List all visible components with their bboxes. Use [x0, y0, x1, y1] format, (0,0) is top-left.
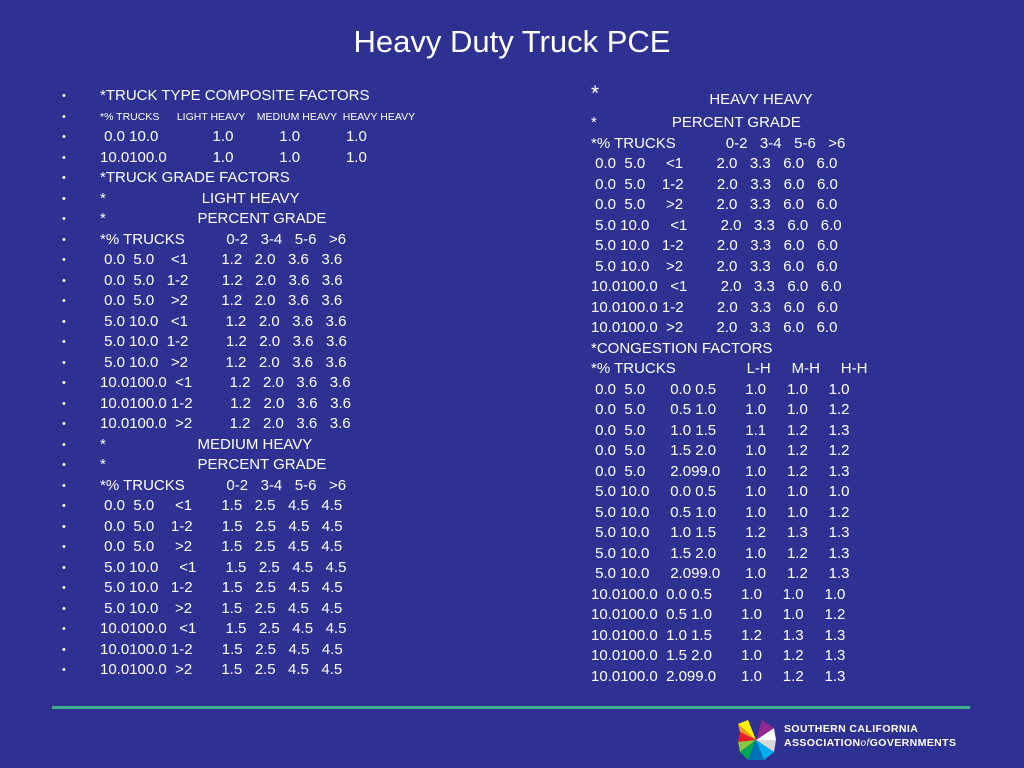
right-line: 5.0 10.0 0.5 1.0 1.0 1.0 1.2 — [591, 503, 850, 521]
right-line: 0.0 5.0 1-2 2.0 3.3 6.0 6.0 — [591, 175, 838, 193]
bullet-icon: • — [62, 151, 66, 164]
right-line: 0.0 5.0 1.0 1.5 1.1 1.2 1.3 — [591, 421, 850, 439]
left-line: 0.0 10.0 1.0 1.0 1.0 — [100, 128, 367, 145]
left-line: *TRUCK TYPE COMPOSITE FACTORS — [100, 87, 370, 104]
left-line: 10.0100.0 >2 1.2 2.0 3.6 3.6 — [100, 415, 351, 432]
left-line: 10.0100.0 <1 1.2 2.0 3.6 3.6 — [100, 374, 351, 391]
bullet-icon: • — [62, 192, 66, 205]
right-line: 5.0 10.0 >2 2.0 3.3 6.0 6.0 — [591, 257, 838, 275]
right-line: 10.0100.0 2.099.0 1.0 1.2 1.3 — [591, 667, 846, 685]
left-line: 10.0100.0 1-2 1.2 2.0 3.6 3.6 — [100, 394, 352, 412]
bullet-icon: • — [62, 90, 66, 102]
bullet-icon: • — [62, 397, 66, 410]
bullet-icon: • — [62, 213, 66, 225]
right-line: 5.0 10.0 1-2 2.0 3.3 6.0 6.0 — [591, 237, 838, 254]
right-line: 10.0100.0 1-2 2.0 3.3 6.0 6.0 — [591, 298, 838, 316]
left-line: 10.0100.0 1.0 1.0 1.0 — [100, 148, 367, 166]
left-line: 0.0 5.0 1-2 1.2 2.0 3.6 3.6 — [100, 271, 343, 289]
left-line: * LIGHT HEAVY — [100, 189, 300, 207]
right-line: 5.0 10.0 <1 2.0 3.3 6.0 6.0 — [591, 216, 842, 234]
left-line: 5.0 10.0 <1 1.2 2.0 3.6 3.6 — [100, 312, 347, 330]
bullet-icon: • — [62, 479, 66, 492]
right-line: * PERCENT GRADE — [591, 114, 801, 131]
bullet-icon: • — [62, 561, 66, 574]
bullet-icon: • — [62, 172, 66, 184]
slide-title: Heavy Duty Truck PCE — [353, 24, 671, 59]
right-line: 10.0100.0 >2 2.0 3.3 6.0 6.0 — [591, 319, 838, 336]
right-line: 0.0 5.0 1.5 2.0 1.0 1.2 1.2 — [591, 442, 850, 459]
left-line: 0.0 5.0 >2 1.2 2.0 3.6 3.6 — [100, 292, 343, 309]
right-line: 10.0100.0 <1 2.0 3.3 6.0 6.0 — [591, 278, 842, 295]
left-line: *TRUCK GRADE FACTORS — [100, 169, 290, 186]
left-line: 5.0 10.0 >2 1.2 2.0 3.6 3.6 — [100, 353, 347, 371]
left-line: *% TRUCKS 0-2 3-4 5-6 >6 — [100, 476, 347, 494]
bullet-icon: • — [62, 541, 66, 553]
right-line: *% TRUCKS L-H M-H H-H — [591, 360, 868, 377]
right-line: *% TRUCKS 0-2 3-4 5-6 >6 — [591, 134, 846, 152]
right-line: 10.0100.0 1.5 2.0 1.0 1.2 1.3 — [591, 647, 846, 664]
right-heading: HEAVY HEAVY — [709, 91, 813, 108]
left-line: 10.0100.0 <1 1.5 2.5 4.5 4.5 — [100, 620, 347, 637]
scag-logo: SOUTHERN CALIFORNIA ASSOCIATIONofGOVERNM… — [734, 718, 984, 762]
right-line: *CONGESTION FACTORS — [591, 339, 773, 357]
left-line: 0.0 5.0 <1 1.5 2.5 4.5 4.5 — [100, 497, 343, 514]
bullet-icon: • — [62, 459, 66, 471]
right-line: 5.0 10.0 1.0 1.5 1.2 1.3 1.3 — [591, 524, 850, 541]
bullet-icon: • — [62, 295, 66, 307]
bullet-icon: • — [62, 418, 66, 430]
right-line: 10.0100.0 1.0 1.5 1.2 1.3 1.3 — [591, 626, 846, 644]
scag-logo-icon — [738, 720, 776, 760]
left-line: * MEDIUM HEAVY — [100, 435, 313, 453]
left-line: * PERCENT GRADE — [100, 456, 327, 473]
bullet-icon: • — [62, 131, 66, 143]
left-line: 5.0 10.0 1-2 1.5 2.5 4.5 4.5 — [100, 579, 343, 596]
logo-word-association: ASSOCIATION — [784, 737, 861, 749]
bullet-icon: • — [62, 623, 66, 635]
right-line: 0.0 5.0 0.0 0.5 1.0 1.0 1.0 — [591, 380, 850, 398]
left-line: 0.0 5.0 <1 1.2 2.0 3.6 3.6 — [100, 251, 343, 268]
footer-divider — [52, 706, 970, 709]
left-line: 10.0100.0 1-2 1.5 2.5 4.5 4.5 — [100, 640, 343, 658]
bullet-icon: • — [62, 664, 66, 676]
bullet-icon: • — [62, 520, 66, 533]
left-line: *% TRUCKS LIGHT HEAVY MEDIUM HEAVY HEAVY… — [100, 110, 416, 123]
bullet-icon: • — [62, 643, 66, 656]
bullet-icon: • — [62, 500, 66, 512]
bullet-icon: • — [62, 377, 66, 389]
logo-word-of: of — [860, 738, 870, 749]
left-line: 0.0 5.0 1-2 1.5 2.5 4.5 4.5 — [100, 517, 343, 535]
bullet-icon: • — [62, 356, 66, 369]
left-line: 0.0 5.0 >2 1.5 2.5 4.5 4.5 — [100, 538, 343, 555]
bullet-icon: • — [62, 233, 66, 246]
logo-line-1: SOUTHERN CALIFORNIA — [784, 723, 919, 735]
right-line: 10.0100.0 0.0 0.5 1.0 1.0 1.0 — [591, 585, 846, 603]
left-line: *% TRUCKS 0-2 3-4 5-6 >6 — [100, 230, 347, 248]
logo-line-2: ASSOCIATIONofGOVERNMENTS — [784, 737, 956, 749]
left-line: 5.0 10.0 <1 1.5 2.5 4.5 4.5 — [100, 558, 347, 576]
left-line: 5.0 10.0 >2 1.5 2.5 4.5 4.5 — [100, 599, 343, 617]
bullet-icon: • — [62, 110, 66, 123]
right-line: 0.0 5.0 >2 2.0 3.3 6.0 6.0 — [591, 196, 838, 213]
left-line: 10.0100.0 >2 1.5 2.5 4.5 4.5 — [100, 661, 343, 678]
logo-word-governments: GOVERNMENTS — [869, 737, 957, 749]
bullet-icon: • — [62, 254, 66, 266]
right-line: 5.0 10.0 1.5 2.0 1.0 1.2 1.3 — [591, 544, 850, 562]
bullet-icon: • — [62, 315, 66, 328]
right-line: 0.0 5.0 2.099.0 1.0 1.2 1.3 — [591, 462, 850, 480]
right-line: 5.0 10.0 2.099.0 1.0 1.2 1.3 — [591, 565, 850, 582]
bullet-icon: • — [62, 582, 66, 594]
right-line: 10.0100.0 0.5 1.0 1.0 1.0 1.2 — [591, 606, 846, 623]
right-line: 0.0 5.0 0.5 1.0 1.0 1.0 1.2 — [591, 401, 850, 418]
bullet-icon: • — [62, 602, 66, 615]
right-star-marker: * — [591, 82, 600, 105]
right-line: 0.0 5.0 <1 2.0 3.3 6.0 6.0 — [591, 155, 838, 172]
bullet-icon: • — [62, 274, 66, 287]
right-line: 5.0 10.0 0.0 0.5 1.0 1.0 1.0 — [591, 483, 850, 500]
left-line: * PERCENT GRADE — [100, 210, 327, 227]
bullet-icon: • — [62, 336, 66, 348]
left-line: 5.0 10.0 1-2 1.2 2.0 3.6 3.6 — [100, 333, 347, 350]
bullet-icon: • — [62, 438, 66, 451]
